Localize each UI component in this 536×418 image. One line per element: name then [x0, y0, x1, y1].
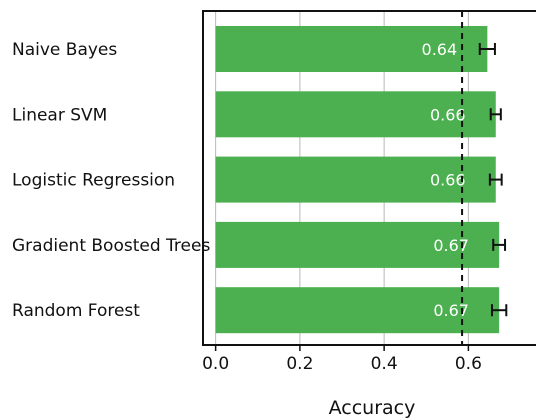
x-tick-label-1: 0.2: [286, 354, 313, 374]
category-label-3: Gradient Boosted Trees: [12, 236, 210, 256]
value-label-3: 0.67: [433, 236, 469, 255]
category-label-4: Random Forest: [12, 301, 140, 321]
x-tick-label-2: 0.4: [371, 354, 398, 374]
bar-4: [215, 287, 500, 334]
bar-0: [215, 26, 488, 72]
category-label-2: Logistic Regression: [12, 171, 175, 191]
plot-frame: [202, 10, 536, 346]
value-label-1: 0.66: [430, 105, 466, 124]
bar-2: [215, 156, 496, 203]
value-label-0: 0.64: [422, 40, 458, 59]
x-axis-title: Accuracy: [329, 397, 416, 418]
bar-1: [215, 91, 496, 138]
bar-3: [215, 221, 500, 268]
value-label-2: 0.66: [430, 171, 466, 190]
category-label-0: Naive Bayes: [12, 40, 117, 60]
x-tick-label-3: 0.6: [455, 354, 482, 374]
category-label-1: Linear SVM: [12, 105, 107, 125]
value-label-4: 0.67: [433, 301, 469, 320]
x-tick-label-0: 0.0: [202, 354, 229, 374]
